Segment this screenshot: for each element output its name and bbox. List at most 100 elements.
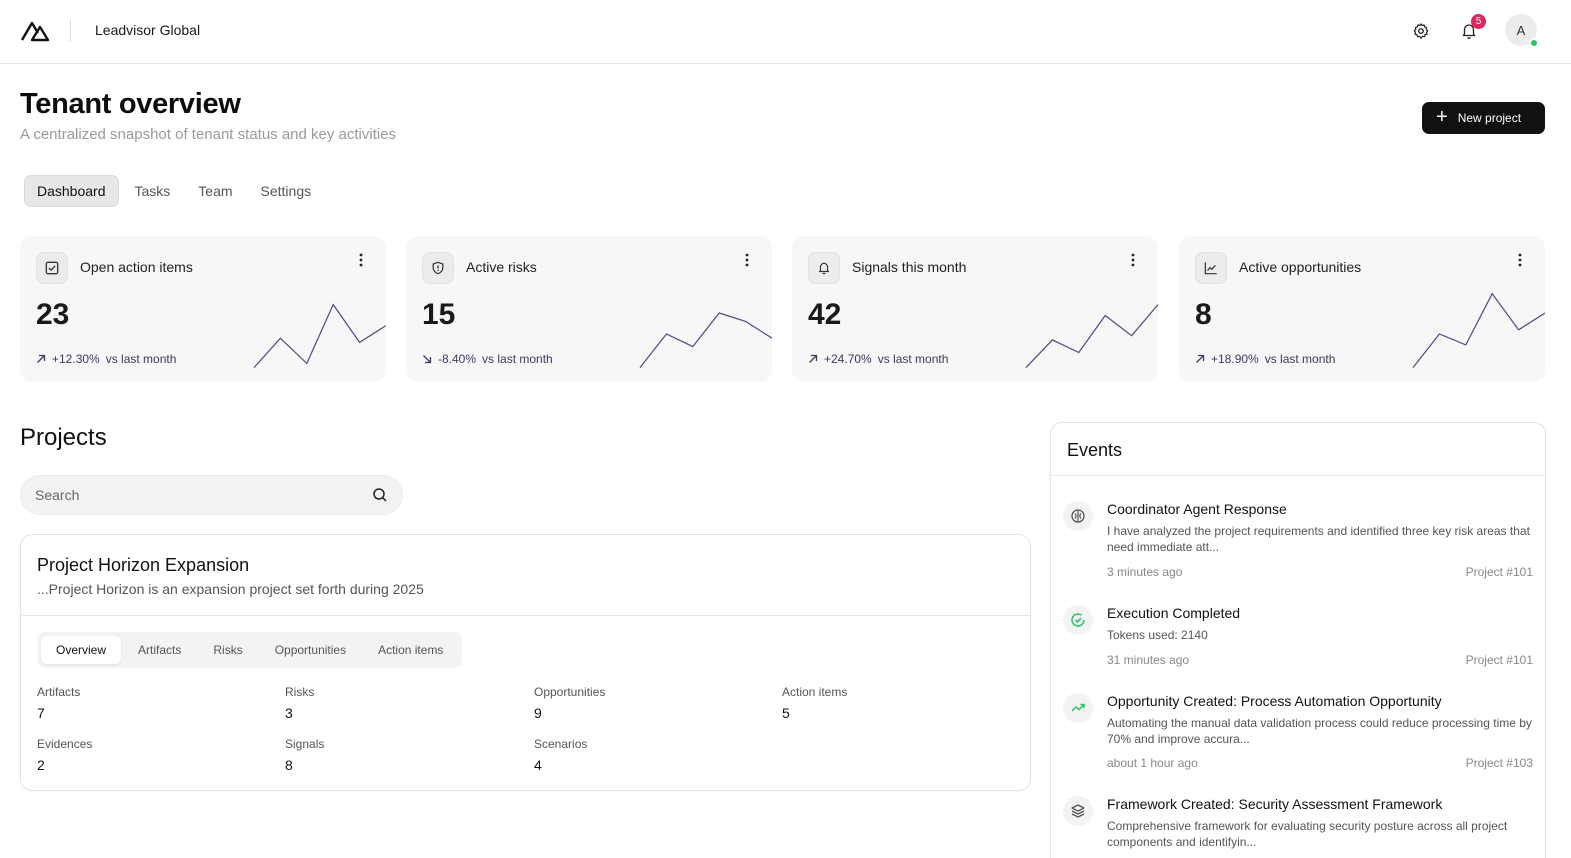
metric-value: 2 bbox=[37, 757, 45, 773]
search-icon[interactable] bbox=[372, 487, 388, 503]
sparkline-chart bbox=[1025, 304, 1158, 369]
arrow-up-right-icon bbox=[37, 354, 46, 363]
shield-icon bbox=[422, 252, 454, 284]
bell-icon bbox=[808, 252, 840, 284]
metric-label: Opportunities bbox=[534, 685, 606, 699]
page-title: Tenant overview bbox=[20, 88, 241, 120]
stat-label: Active risks bbox=[466, 259, 537, 275]
subtab-risks[interactable]: Risks bbox=[213, 643, 243, 657]
stat-card-open-action-items[interactable]: Open action items 23 +12.30% vs last mon… bbox=[20, 236, 386, 382]
logo-icon[interactable] bbox=[20, 20, 50, 42]
event-project-link[interactable]: Project #101 bbox=[1465, 565, 1533, 579]
org-name[interactable]: Leadvisor Global bbox=[95, 22, 201, 38]
main-tabs: Dashboard Tasks Team Settings bbox=[24, 175, 323, 207]
tab-dashboard[interactable]: Dashboard bbox=[24, 175, 119, 207]
metric-action-items: Action items 5 bbox=[782, 685, 847, 721]
event-body: I have analyzed the project requirements… bbox=[1107, 524, 1530, 554]
new-project-button[interactable]: + New project bbox=[1422, 102, 1545, 134]
metric-label: Action items bbox=[782, 685, 848, 699]
new-project-label: New project bbox=[1457, 111, 1522, 125]
stat-trend-suffix: vs last month bbox=[482, 352, 553, 366]
stat-trend-percent: +18.90% bbox=[1211, 352, 1259, 366]
notifications-button[interactable]: 5 bbox=[1456, 14, 1486, 44]
subtab-artifacts[interactable]: Artifacts bbox=[138, 643, 182, 657]
project-description: ...Project Horizon is an expansion proje… bbox=[37, 581, 424, 597]
online-status-dot bbox=[1529, 38, 1539, 48]
arrow-down-right-icon bbox=[423, 355, 432, 364]
tab-team[interactable]: Team bbox=[198, 183, 233, 199]
sparkline-chart bbox=[253, 303, 386, 369]
checkbox-icon bbox=[36, 252, 68, 284]
stat-trend-percent: +12.30% bbox=[52, 352, 100, 366]
sparkline-series bbox=[639, 312, 772, 368]
metric-risks: Risks 3 bbox=[285, 685, 314, 721]
stat-value: 23 bbox=[36, 298, 70, 331]
event-title: Execution Completed bbox=[1107, 605, 1241, 621]
chart-icon bbox=[1195, 252, 1227, 284]
stat-trend-percent: -8.40% bbox=[438, 352, 477, 366]
event-title: Framework Created: Security Assessment F… bbox=[1107, 796, 1443, 812]
event-time: 31 minutes ago bbox=[1107, 653, 1190, 667]
stat-trend-suffix: vs last month bbox=[1264, 352, 1336, 366]
search-box bbox=[20, 475, 403, 515]
metric-artifacts: Artifacts 7 bbox=[37, 685, 80, 721]
sparkline-series bbox=[1412, 292, 1545, 368]
metric-label: Scenarios bbox=[534, 737, 588, 751]
stat-card-active-risks[interactable]: Active risks 15 -8.40% vs last month bbox=[406, 236, 772, 382]
more-options-icon[interactable] bbox=[1124, 250, 1142, 270]
stat-trend-percent: +24.70% bbox=[824, 352, 872, 366]
projects-title: Projects bbox=[20, 424, 107, 451]
more-options-icon[interactable] bbox=[352, 250, 370, 270]
project-card[interactable]: Project Horizon Expansion ...Project Hor… bbox=[20, 534, 1031, 791]
event-project-link[interactable]: Project #101 bbox=[1465, 653, 1533, 667]
stat-value: 15 bbox=[422, 298, 456, 331]
project-name[interactable]: Project Horizon Expansion bbox=[37, 555, 250, 575]
stat-card-active-opportunities[interactable]: Active opportunities 8 +18.90% vs last m… bbox=[1179, 236, 1545, 382]
events-divider bbox=[1051, 475, 1545, 476]
stat-value: 8 bbox=[1195, 298, 1212, 331]
metric-value: 9 bbox=[534, 705, 542, 721]
notification-badge: 5 bbox=[1471, 14, 1486, 29]
plus-icon: + bbox=[1436, 106, 1448, 128]
sparkline-chart bbox=[639, 312, 772, 368]
event-item[interactable]: Opportunity Created: Process Automation … bbox=[1051, 693, 1545, 773]
event-item[interactable]: Framework Created: Security Assessment F… bbox=[1051, 796, 1545, 858]
events-title: Events bbox=[1067, 440, 1123, 460]
search-input[interactable] bbox=[35, 476, 355, 514]
metric-label: Artifacts bbox=[37, 685, 81, 699]
subtab-opportunities[interactable]: Opportunities bbox=[274, 643, 347, 657]
layers-icon bbox=[1063, 796, 1093, 826]
event-body: Comprehensive framework for evaluating s… bbox=[1107, 819, 1508, 849]
tab-settings[interactable]: Settings bbox=[260, 183, 312, 199]
settings-button[interactable] bbox=[1408, 18, 1434, 44]
stat-value: 42 bbox=[808, 298, 842, 331]
arrow-up-right-icon bbox=[809, 354, 818, 363]
avatar[interactable]: A bbox=[1505, 14, 1539, 48]
stat-trend-suffix: vs last month bbox=[877, 352, 949, 366]
metric-evidences: Evidences 2 bbox=[37, 737, 92, 773]
stat-trend: +18.90% vs last month bbox=[1195, 352, 1335, 366]
event-body: Tokens used: 2140 bbox=[1107, 628, 1208, 642]
stat-label: Signals this month bbox=[852, 259, 967, 275]
event-item[interactable]: Coordinator Agent Response I have analyz… bbox=[1051, 501, 1545, 581]
page-subtitle: A centralized snapshot of tenant status … bbox=[20, 126, 397, 143]
tab-tasks[interactable]: Tasks bbox=[134, 183, 171, 199]
more-options-icon[interactable] bbox=[738, 250, 756, 270]
metric-value: 7 bbox=[37, 705, 45, 721]
events-panel: Events Coordinator Agent Response I have… bbox=[1050, 422, 1546, 858]
trending-up-icon bbox=[1063, 693, 1093, 723]
logo-divider bbox=[70, 20, 71, 42]
check-circle-icon bbox=[1063, 605, 1093, 635]
metric-label: Signals bbox=[285, 737, 325, 751]
subtab-action-items[interactable]: Action items bbox=[378, 643, 444, 657]
stat-card-signals-this-month[interactable]: Signals this month 42 +24.70% vs last mo… bbox=[792, 236, 1158, 382]
event-item[interactable]: Execution Completed Tokens used: 2140 31… bbox=[1051, 605, 1545, 667]
more-options-icon[interactable] bbox=[1511, 250, 1529, 270]
event-project-link[interactable]: Project #103 bbox=[1465, 756, 1533, 770]
stat-trend: -8.40% vs last month bbox=[422, 352, 553, 366]
stat-label: Open action items bbox=[80, 259, 193, 275]
avatar-initial: A bbox=[1516, 22, 1526, 38]
stat-trend: +12.30% vs last month bbox=[36, 352, 176, 366]
event-time: about 1 hour ago bbox=[1107, 756, 1198, 770]
subtab-overview[interactable]: Overview bbox=[41, 636, 122, 664]
